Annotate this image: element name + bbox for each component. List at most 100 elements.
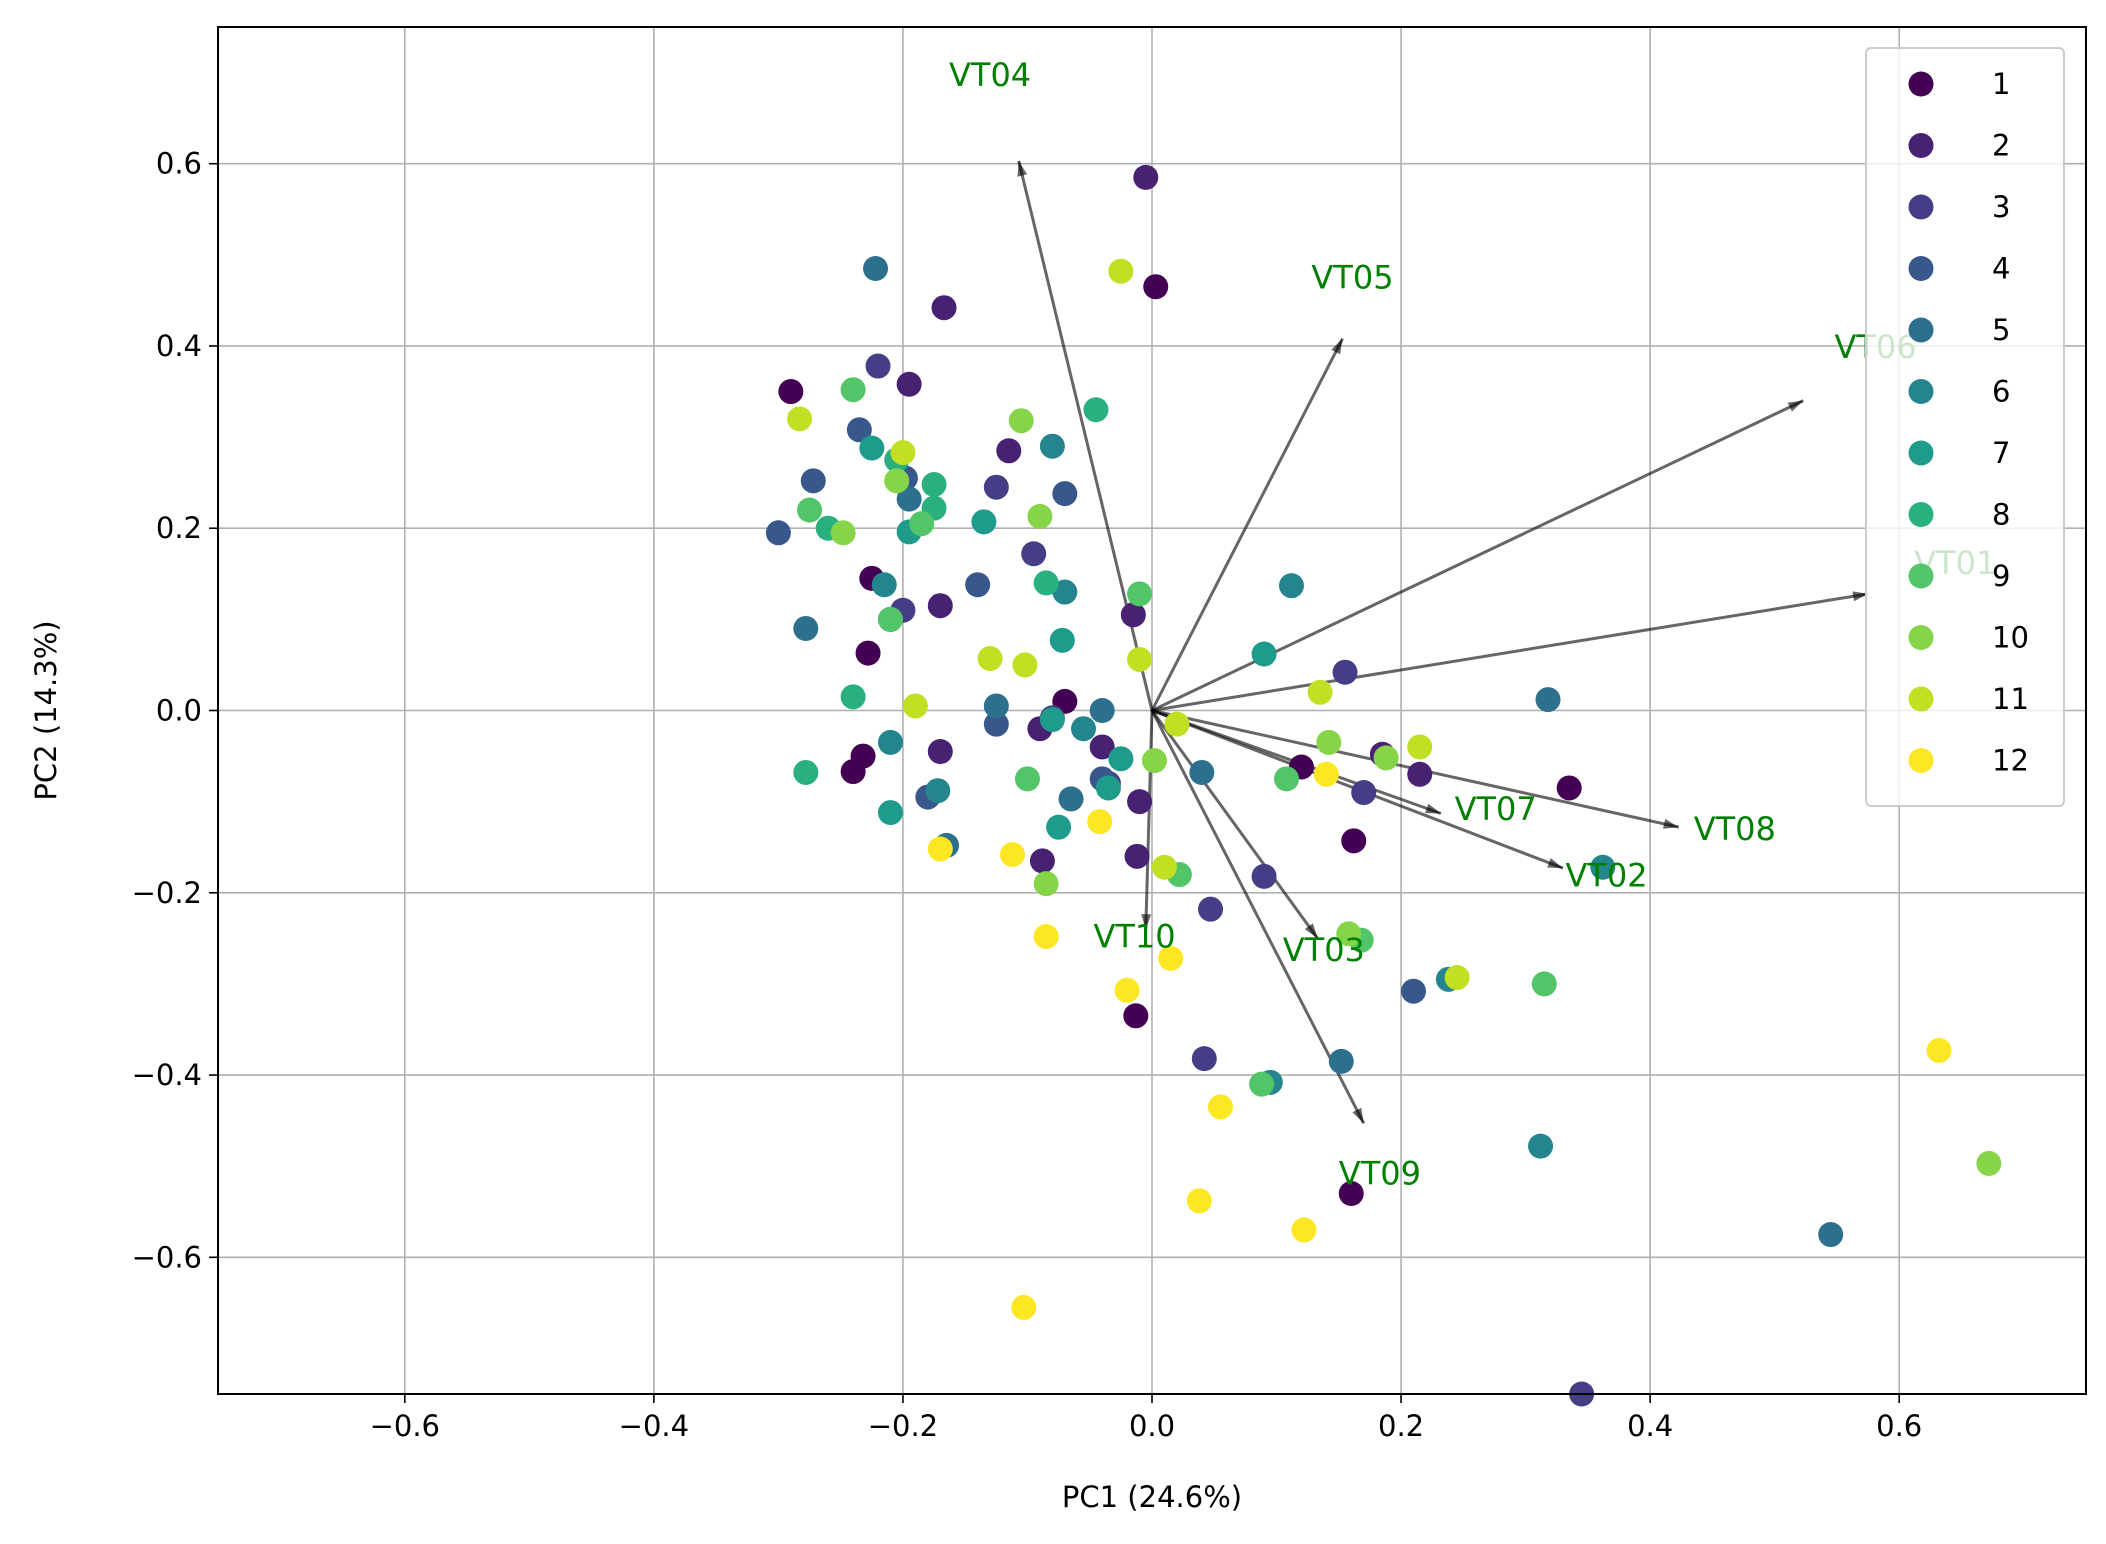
scatter-point-group-1 xyxy=(1556,775,1582,801)
legend-label-10: 10 xyxy=(1992,621,2029,655)
scatter-point-group-7 xyxy=(1095,775,1121,801)
scatter-point-group-3 xyxy=(1251,863,1277,889)
scatter-point-group-2 xyxy=(927,593,953,619)
legend-label-3: 3 xyxy=(1992,190,2010,224)
scatter-point-group-10 xyxy=(830,520,856,546)
scatter-point-group-3 xyxy=(865,353,891,379)
scatter-point-group-12 xyxy=(1011,1294,1037,1320)
scatter-point-group-5 xyxy=(1058,786,1084,812)
legend-label-1: 1 xyxy=(1992,67,2010,101)
scatter-point-group-3 xyxy=(1332,659,1358,685)
legend-marker-1 xyxy=(1908,71,1934,97)
scatter-point-group-3 xyxy=(1351,780,1377,806)
scatter-point-group-3 xyxy=(983,474,1009,500)
scatter-point-group-2 xyxy=(1029,848,1055,874)
scatter-point-group-5 xyxy=(1089,698,1115,723)
y-tick-label: 0.4 xyxy=(156,329,202,363)
legend-label-5: 5 xyxy=(1992,313,2010,347)
x-tick-label: 0.2 xyxy=(1378,1409,1424,1443)
legend-label-8: 8 xyxy=(1992,498,2010,532)
legend-label-2: 2 xyxy=(1992,129,2010,163)
scatter-point-group-7 xyxy=(1251,641,1277,667)
legend-frame xyxy=(1865,47,2065,807)
scatter-point-group-10 xyxy=(1976,1150,2002,1176)
grid xyxy=(218,27,2086,1394)
scatter-point-group-2 xyxy=(1089,734,1115,760)
scatter-point-group-9 xyxy=(909,511,935,537)
loading-arrow-vt01 xyxy=(1151,591,1869,712)
scatter-point-group-1 xyxy=(1338,1181,1364,1207)
scatter-point-group-11 xyxy=(1444,965,1470,991)
legend-marker-6 xyxy=(1908,379,1934,404)
scatter-point-group-5 xyxy=(1189,759,1215,785)
scatter-point-group-6 xyxy=(1590,854,1616,880)
scatter-point-group-1 xyxy=(1123,1003,1149,1029)
loading-arrow-vt03 xyxy=(1150,709,1319,940)
legend-marker-8 xyxy=(1908,502,1934,527)
scatter-point-group-10 xyxy=(1336,921,1362,947)
loading-label-vt03: VT03 xyxy=(1283,931,1365,969)
scatter-point-group-11 xyxy=(977,646,1003,672)
scatter-point-group-9 xyxy=(1531,971,1557,997)
scatter-point-group-11 xyxy=(1108,258,1134,284)
scatter-point-group-2 xyxy=(896,371,922,397)
scatter-point-group-12 xyxy=(1291,1217,1317,1243)
scatter-point-group-2 xyxy=(927,739,953,765)
scatter-point-group-3 xyxy=(1021,541,1047,567)
y-tick-label: 0.2 xyxy=(156,511,202,545)
scatter-point-group-9 xyxy=(1127,581,1153,607)
scatter-point-group-2 xyxy=(931,295,957,321)
loading-label-vt05: VT05 xyxy=(1311,259,1393,297)
scatter-point-group-4 xyxy=(1052,481,1078,507)
scatter-point-group-11 xyxy=(787,406,813,432)
x-tick-label: 0.0 xyxy=(1129,1409,1175,1443)
legend-marker-4 xyxy=(1908,256,1934,281)
scatter-point-group-8 xyxy=(840,684,866,710)
scatter-point-group-9 xyxy=(1249,1071,1275,1097)
legend-marker-9 xyxy=(1908,563,1934,589)
scatter-point-group-10 xyxy=(1141,748,1167,774)
scatter-point-group-1 xyxy=(1341,828,1367,854)
scatter-point-group-11 xyxy=(1151,854,1177,880)
scatter-point-group-6 xyxy=(1052,579,1078,605)
scatter-point-group-6 xyxy=(1528,1133,1554,1159)
scatter-point-group-5 xyxy=(983,693,1009,719)
scatter-point-group-1 xyxy=(1143,274,1169,300)
scatter-point-group-2 xyxy=(1120,602,1146,628)
scatter-point-group-11 xyxy=(1407,734,1433,760)
scatter-point-group-7 xyxy=(1108,746,1134,772)
scatter-point-group-5 xyxy=(1328,1048,1354,1074)
scatter-point-group-2 xyxy=(996,438,1022,464)
scatter-point-group-6 xyxy=(877,729,903,755)
scatter-point-group-5 xyxy=(1535,687,1561,713)
legend-marker-7 xyxy=(1908,440,1934,466)
scatter-point-group-11 xyxy=(902,693,928,719)
scatter-point-group-7 xyxy=(877,800,903,826)
scatter-point-group-12 xyxy=(1033,924,1059,950)
legend-marker-11 xyxy=(1908,686,1934,712)
scatter-point-group-12 xyxy=(1313,761,1339,787)
y-axis-title: PC2 (14.3%) xyxy=(29,620,63,800)
scatter-point-group-12 xyxy=(1158,945,1184,971)
scatter-point-group-7 xyxy=(859,435,885,461)
scatter-point-group-9 xyxy=(1273,766,1299,792)
scatter-point-group-4 xyxy=(765,520,791,546)
legend-label-11: 11 xyxy=(1992,682,2029,716)
x-tick-label: −0.4 xyxy=(619,1409,689,1443)
scatter-point-group-7 xyxy=(1046,814,1072,840)
scatter-point-group-4 xyxy=(1401,978,1427,1004)
scatter-point-group-6 xyxy=(871,572,897,598)
scatter-point-group-9 xyxy=(877,606,903,632)
scatter-point-group-9 xyxy=(797,497,823,523)
x-tick-label: 0.6 xyxy=(1876,1409,1922,1443)
scatter-point-group-11 xyxy=(1012,652,1038,678)
scatter-point-group-5 xyxy=(863,256,889,282)
legend-label-4: 4 xyxy=(1992,252,2010,286)
y-tick-label: −0.6 xyxy=(132,1240,202,1274)
loading-label-vt08: VT08 xyxy=(1694,810,1776,848)
scatter-point-group-2 xyxy=(1127,789,1153,815)
loading-arrow-vt10 xyxy=(1141,710,1154,930)
scatter-point-group-8 xyxy=(921,471,947,497)
